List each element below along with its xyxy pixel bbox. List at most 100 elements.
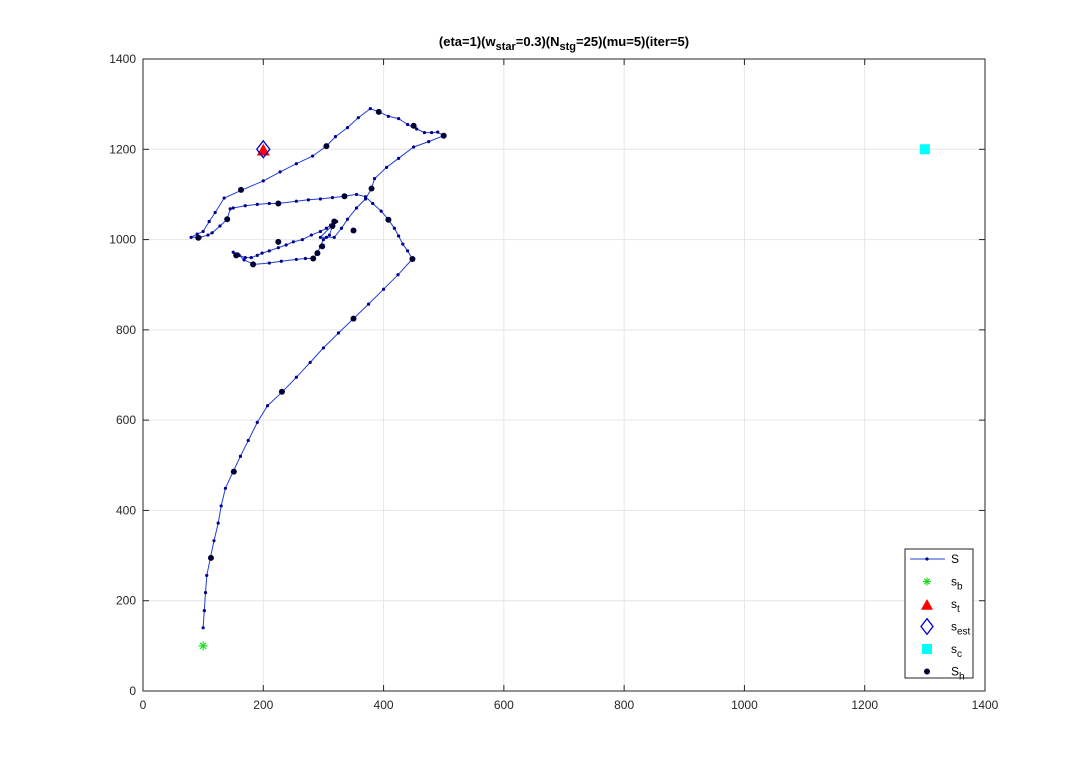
series-s-point — [392, 226, 396, 230]
sb-marker — [198, 641, 208, 651]
legend-entry-sest: sest — [920, 617, 971, 638]
series-s-point — [222, 196, 226, 200]
series-s-point — [294, 162, 298, 166]
legend-entry-sh: Sh — [924, 665, 965, 683]
series-sh-point — [230, 468, 237, 475]
title-subscript: star — [496, 41, 517, 53]
series-s-point — [294, 375, 298, 379]
series-s-point — [354, 206, 359, 210]
title-segment: =25)(mu=5)(iter=5) — [576, 34, 689, 49]
legend-label-subscript: c — [957, 649, 962, 660]
legend-entry-s: S — [910, 552, 959, 566]
series-s-point — [354, 192, 359, 197]
series-sh-point — [195, 234, 202, 241]
series-sh-point — [341, 193, 348, 200]
series-sh-point — [238, 186, 245, 193]
series-s-point — [336, 331, 341, 335]
legend-label: S — [951, 552, 959, 566]
series-s-point — [255, 420, 259, 424]
series-s-point — [202, 609, 206, 613]
series-s-point — [278, 170, 282, 174]
series-sh-point — [323, 143, 330, 150]
series-s-point — [228, 207, 232, 211]
series-s-point — [318, 197, 323, 201]
series-s-point — [412, 145, 416, 149]
series-s-point — [231, 250, 235, 254]
series-s-point — [415, 127, 419, 131]
legend-triangle-icon — [921, 599, 933, 610]
series-s-point — [345, 217, 350, 221]
y-tick-label: 1200 — [109, 142, 136, 156]
series-s-point — [430, 130, 434, 135]
legend-label-base: s — [951, 620, 957, 634]
series-sh-point — [368, 185, 375, 192]
series-s-point — [427, 140, 431, 144]
series-s-point — [422, 130, 427, 135]
x-tick-label: 400 — [374, 698, 394, 712]
series-s-point — [294, 199, 298, 203]
sb-marker-stroke — [199, 642, 207, 650]
title-segment: (eta=1)(w — [439, 34, 497, 49]
series-s-point — [406, 122, 410, 127]
series-s-point — [261, 179, 265, 183]
series-sh-point — [350, 227, 357, 234]
legend-label: sc — [951, 642, 962, 660]
series-sh-point — [310, 255, 317, 262]
series-s-point — [223, 486, 227, 490]
series-s-point — [363, 197, 368, 201]
series-sh-point — [275, 200, 282, 207]
series-s-point — [303, 256, 307, 261]
legend-dot-icon — [925, 557, 929, 561]
series-s-point — [397, 234, 401, 238]
series-s-point — [219, 504, 223, 508]
legend-diamond-icon — [920, 617, 934, 636]
legend-entry-sc: sc — [922, 642, 962, 660]
series-s-point — [397, 116, 401, 121]
series-s-point — [330, 195, 335, 200]
x-tick-label: 1400 — [972, 698, 999, 712]
series-sh-point — [409, 255, 416, 262]
series-s-point — [381, 287, 386, 291]
series-s-point — [368, 107, 372, 111]
series-s-point — [345, 126, 350, 130]
series-s-point — [218, 224, 222, 228]
legend-label-subscript: est — [957, 627, 971, 638]
y-tick-label: 600 — [116, 413, 136, 427]
series-s-point — [201, 626, 205, 630]
series-sh-point — [278, 388, 285, 395]
series-s-point — [249, 256, 253, 260]
legend-label: sest — [951, 620, 971, 638]
series-s-point — [371, 201, 375, 206]
legend-label: Sh — [951, 665, 965, 683]
axes-background — [143, 59, 985, 691]
series-sh-point — [250, 261, 257, 268]
y-tick-label: 0 — [129, 684, 136, 698]
legend-label-base: S — [951, 665, 959, 679]
legend-label-base: s — [951, 575, 957, 589]
series-sh-point — [410, 122, 417, 129]
series-s-point — [291, 240, 295, 244]
sest-marker — [255, 139, 271, 159]
legend-dot-icon — [924, 668, 930, 675]
series-s-point — [372, 177, 377, 181]
y-tick-label: 400 — [116, 503, 136, 517]
y-tick-label: 200 — [116, 594, 136, 608]
series-s-point — [363, 195, 368, 199]
series-s-point — [379, 209, 383, 213]
series-sh-point — [207, 554, 214, 561]
series-s-point — [309, 233, 313, 237]
series-s-point — [279, 259, 283, 263]
series-s-point — [306, 198, 310, 202]
series-s-point — [207, 219, 211, 224]
series-s-point — [243, 204, 247, 208]
series-s-point — [397, 156, 401, 160]
series-s-point — [238, 454, 243, 458]
series-s-point — [327, 233, 332, 237]
series-s-point — [212, 539, 216, 543]
series-s-point — [300, 237, 304, 242]
series-s-point — [311, 154, 315, 158]
series-s-point — [265, 404, 270, 408]
y-tick-label: 1000 — [109, 233, 136, 247]
